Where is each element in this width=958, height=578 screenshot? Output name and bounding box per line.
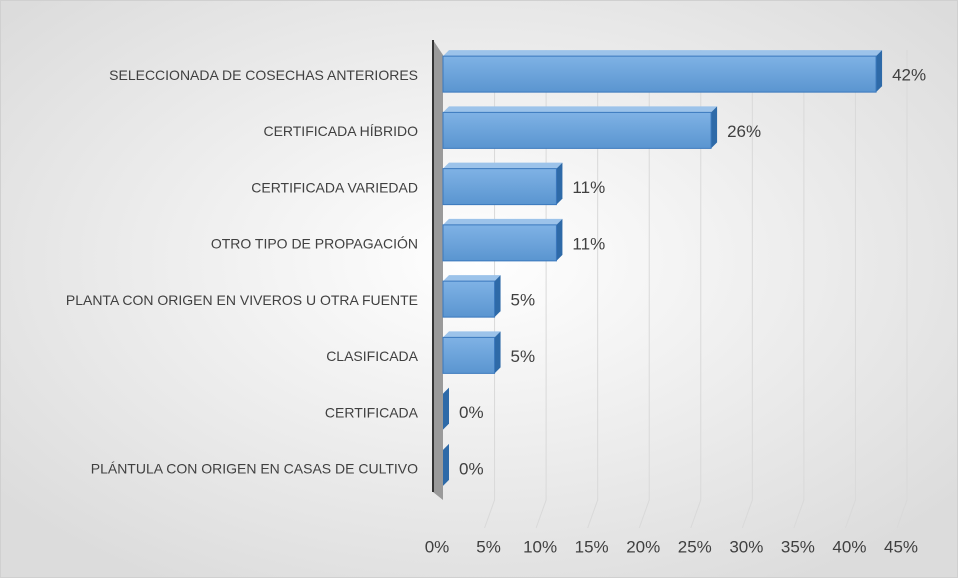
value-label: 5% <box>511 291 536 310</box>
x-tick-label: 5% <box>476 537 501 556</box>
x-tick-label: 25% <box>678 537 712 556</box>
bar-top <box>443 218 563 225</box>
bar <box>442 168 557 206</box>
bar-top <box>443 50 883 57</box>
x-tick-label: 0% <box>425 537 450 556</box>
value-label: 5% <box>511 347 536 366</box>
grid-line <box>741 50 753 529</box>
bar <box>442 336 496 374</box>
bar-side <box>443 443 449 486</box>
category-label: CERTIFICADA VARIEDAD <box>251 179 418 195</box>
bar <box>442 224 557 262</box>
category-label: CERTIFICADA HÍBRIDO <box>263 123 418 139</box>
value-label: 11% <box>572 178 605 197</box>
value-label: 42% <box>892 66 926 85</box>
category-label: CERTIFICADA <box>325 404 419 420</box>
x-tick-label: 45% <box>884 537 918 556</box>
value-label: 0% <box>459 403 484 422</box>
bar <box>442 280 496 318</box>
side-wall <box>433 40 443 500</box>
bar-side <box>556 162 563 205</box>
bar-top <box>443 106 718 113</box>
grid-line <box>793 50 805 529</box>
grid-line <box>587 50 599 529</box>
grid-line <box>896 50 908 529</box>
category-label: PLANTA CON ORIGEN EN VIVEROS U OTRA FUEN… <box>66 292 418 308</box>
grid-line <box>690 50 702 529</box>
bar <box>442 55 877 93</box>
bar-top <box>443 162 563 169</box>
grid-line <box>844 50 856 529</box>
bar-side <box>494 331 501 374</box>
bar-side <box>711 106 718 149</box>
bar-side <box>876 50 883 93</box>
bar-side <box>494 275 501 318</box>
x-tick-label: 10% <box>523 537 557 556</box>
x-tick-label: 30% <box>729 537 763 556</box>
bar <box>442 111 712 149</box>
bar-side <box>443 387 449 430</box>
category-label: CLASIFICADA <box>326 348 418 364</box>
value-label: 0% <box>459 459 484 478</box>
x-tick-label: 20% <box>626 537 660 556</box>
value-label: 26% <box>727 122 761 141</box>
bar-side <box>556 218 563 261</box>
category-label: PLÁNTULA CON ORIGEN EN CASAS DE CULTIVO <box>91 461 418 477</box>
value-label: 11% <box>572 234 605 253</box>
grid-line <box>638 50 650 529</box>
category-label: SELECCIONADA DE COSECHAS ANTERIORES <box>109 67 418 83</box>
category-label: OTRO TIPO DE PROPAGACIÓN <box>211 236 418 252</box>
bar-top <box>443 275 501 282</box>
x-tick-label: 40% <box>832 537 866 556</box>
x-tick-label: 15% <box>575 537 609 556</box>
bar-top <box>443 331 501 338</box>
x-tick-label: 35% <box>781 537 815 556</box>
